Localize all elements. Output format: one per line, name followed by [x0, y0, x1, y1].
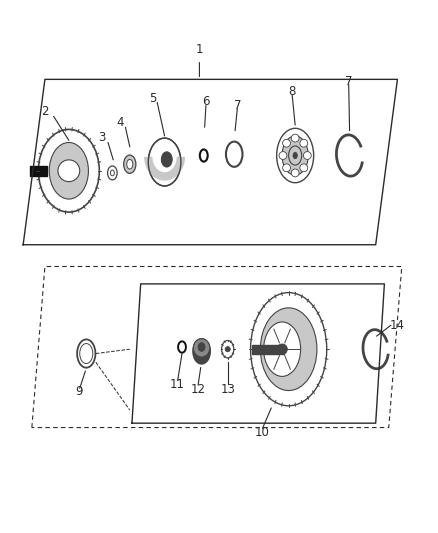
- Bar: [252, 345, 284, 353]
- Text: 7: 7: [345, 75, 353, 87]
- Ellipse shape: [277, 128, 314, 183]
- Ellipse shape: [198, 343, 205, 351]
- Ellipse shape: [193, 339, 210, 357]
- Ellipse shape: [110, 170, 114, 176]
- Circle shape: [279, 151, 287, 159]
- Text: 10: 10: [255, 426, 270, 439]
- Circle shape: [291, 169, 299, 177]
- Text: 13: 13: [220, 383, 235, 395]
- Circle shape: [300, 139, 308, 147]
- Ellipse shape: [289, 146, 302, 165]
- Ellipse shape: [161, 152, 172, 167]
- Text: 12: 12: [191, 383, 205, 395]
- Text: 2: 2: [41, 106, 49, 118]
- Text: 3: 3: [98, 131, 105, 144]
- Ellipse shape: [148, 138, 181, 186]
- Circle shape: [58, 160, 80, 182]
- Ellipse shape: [264, 322, 300, 376]
- Circle shape: [300, 164, 308, 172]
- Ellipse shape: [127, 159, 133, 169]
- Text: 6: 6: [202, 95, 210, 109]
- Ellipse shape: [108, 166, 117, 180]
- Ellipse shape: [49, 142, 88, 199]
- Text: 7: 7: [233, 99, 241, 112]
- Text: 8: 8: [289, 85, 296, 98]
- Ellipse shape: [282, 136, 308, 175]
- Text: 4: 4: [116, 116, 124, 130]
- Circle shape: [225, 346, 230, 352]
- Ellipse shape: [251, 293, 327, 406]
- Ellipse shape: [293, 152, 297, 159]
- Ellipse shape: [222, 341, 234, 358]
- Text: 5: 5: [149, 92, 156, 104]
- Text: 11: 11: [169, 378, 184, 391]
- Ellipse shape: [260, 308, 317, 391]
- Ellipse shape: [124, 155, 136, 173]
- Circle shape: [277, 344, 287, 354]
- Text: 9: 9: [75, 385, 83, 398]
- Text: 1: 1: [196, 43, 203, 56]
- Circle shape: [304, 151, 311, 159]
- Bar: [30, 166, 47, 176]
- Text: 14: 14: [390, 319, 405, 332]
- Circle shape: [283, 164, 290, 172]
- Ellipse shape: [193, 339, 210, 364]
- Circle shape: [291, 134, 299, 142]
- Circle shape: [283, 139, 290, 147]
